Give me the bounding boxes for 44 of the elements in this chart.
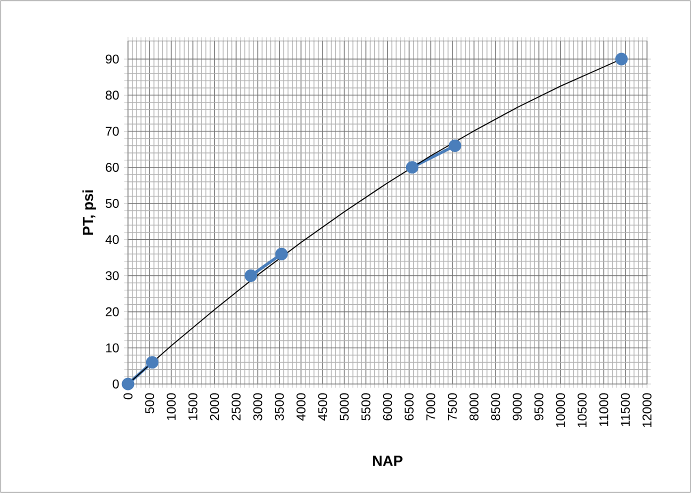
x-tick-label: 11000 [599,393,608,426]
x-tick-label: 500 [145,393,154,414]
x-tick-label: 3500 [274,393,284,420]
point [615,52,628,66]
x-tick-label: 1000 [166,393,176,420]
point [122,378,134,390]
x-tick-label: 9000 [512,393,522,420]
y-tick-label: 0 [112,380,119,388]
x-tick-label: 3000 [253,393,262,420]
point [146,356,158,369]
y-tick-label: 90 [106,54,119,64]
x-tick-label: 0 [124,393,132,400]
y-tick-label: 70 [106,126,119,136]
point [244,269,258,282]
x-tick-label: 8000 [470,393,478,420]
x-tick-label: 2000 [210,393,219,420]
x-tick-label: 7500 [448,393,457,420]
x-tick-label: 5500 [361,393,370,420]
x-tick-label: 10000 [556,393,565,427]
x-tick-label: 12000 [642,393,652,427]
y-tick-label: 10 [106,343,119,352]
x-tick-label: 4000 [296,393,306,421]
point [275,248,288,260]
x-tick-label: 4500 [318,393,328,421]
x-tick-label: 8500 [491,393,500,420]
y-tick-label: 60 [106,162,119,172]
x-tick-label: 10500 [578,393,587,427]
x-tick-label: 9500 [534,393,544,420]
x-tick-label: 1500 [188,393,198,420]
x-axis-title: NAP [373,456,402,466]
x-tick-label: 5000 [340,393,349,420]
y-axis-title: PT, psi [82,190,96,235]
x-tick-label: 7000 [426,393,436,420]
x-tick-label: 6000 [383,393,392,420]
x-tick-label: 11500 [620,393,630,426]
point [448,139,462,152]
point [406,161,418,174]
x-tick-label: 6500 [404,393,414,420]
y-tick-label: 30 [106,271,119,280]
y-tick-label: 50 [106,198,119,208]
x-tick-label: 2500 [232,393,241,420]
y-tick-label: 40 [105,235,119,244]
y-tick-label: 20 [106,307,119,316]
y-tick-label: 80 [106,90,119,100]
